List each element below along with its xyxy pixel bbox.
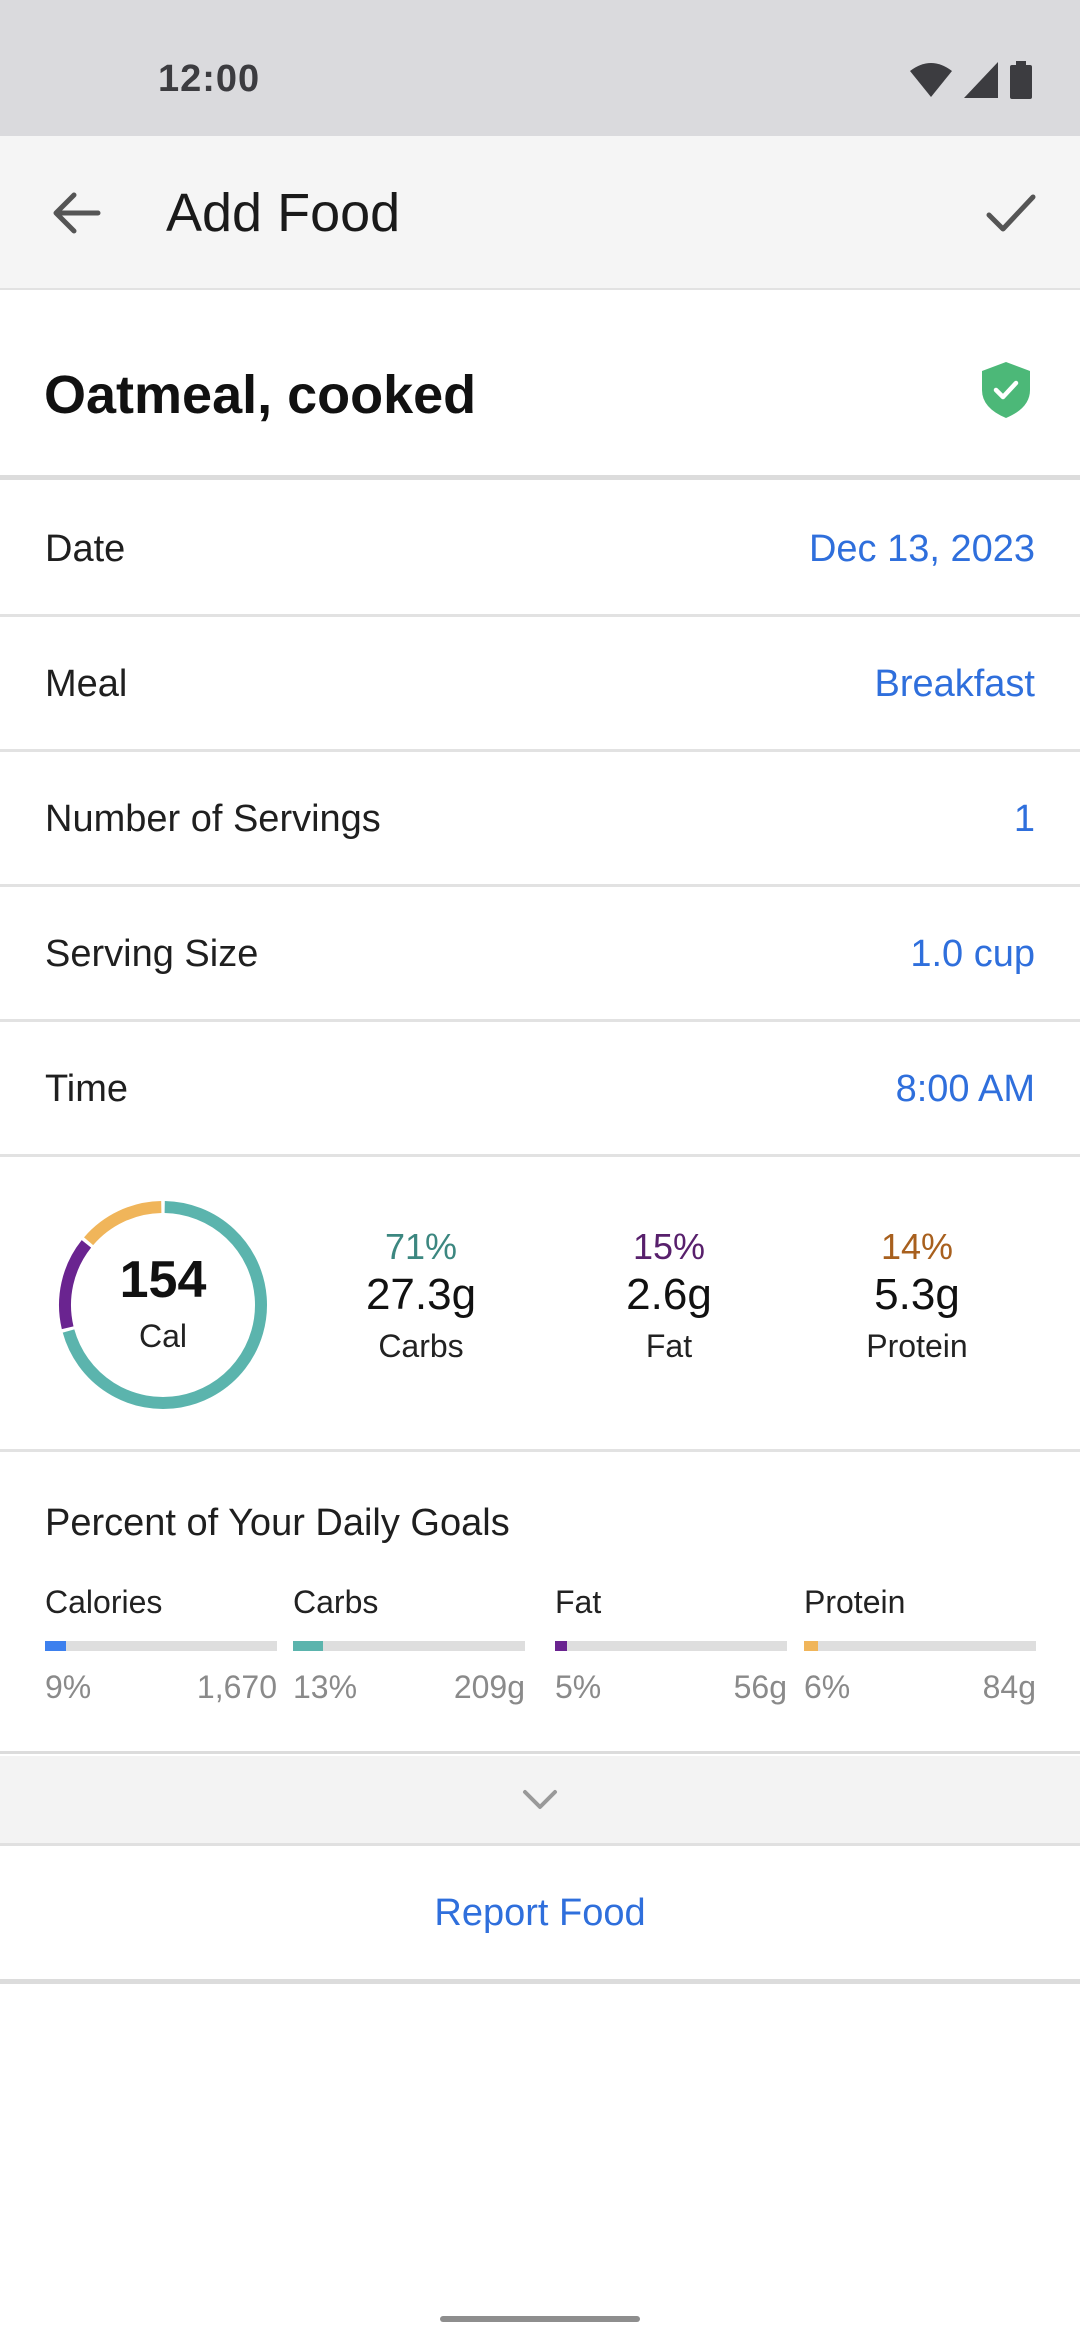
goal-target: 56g (733, 1669, 787, 1705)
food-name: Oatmeal, cooked (44, 365, 477, 425)
macro-summary: 154 Cal 71% 27.3g Carbs 15% 2.6g Fat 14%… (0, 1160, 1080, 1452)
goal-progress-track (45, 1641, 277, 1651)
goal-target: 84g (982, 1669, 1036, 1705)
row-label: Time (45, 1068, 129, 1110)
battery-icon (1010, 61, 1032, 99)
goal-protein: Protein 6% 84g (804, 1584, 1036, 1706)
macro-fat: 15% 2.6g Fat (569, 1226, 769, 1365)
goal-percent: 9% (45, 1669, 92, 1705)
goal-label: Calories (45, 1584, 163, 1620)
goal-percent: 6% (804, 1669, 851, 1705)
ring-segment-protein (84, 1201, 162, 1246)
row-servings[interactable]: Number of Servings 1 (0, 752, 1080, 887)
goal-label: Fat (555, 1584, 602, 1620)
goal-progress-track (804, 1641, 1036, 1651)
protein-amount: 5.3g (874, 1270, 960, 1319)
status-icons (910, 58, 1032, 102)
goal-carbs: Carbs 13% 209g (293, 1584, 525, 1706)
goal-progress-fill (804, 1641, 818, 1651)
goal-progress-track (555, 1641, 787, 1651)
goal-progress-fill (45, 1641, 66, 1651)
servings-value[interactable]: 1 (1013, 798, 1035, 840)
calorie-unit: Cal (138, 1318, 187, 1354)
protein-label: Protein (866, 1328, 968, 1364)
shield-check-icon (982, 362, 1030, 418)
goal-label: Protein (804, 1584, 906, 1620)
row-label: Date (45, 528, 126, 570)
carbs-amount: 27.3g (365, 1270, 477, 1319)
carbs-percent: 71% (384, 1226, 458, 1267)
row-label: Number of Servings (45, 798, 381, 840)
carbs-label: Carbs (378, 1328, 464, 1364)
row-label: Meal (45, 663, 128, 705)
protein-percent: 14% (880, 1226, 954, 1267)
row-date[interactable]: Date Dec 13, 2023 (0, 482, 1080, 617)
fat-label: Fat (645, 1328, 693, 1364)
status-bar: 12:00 (0, 0, 1080, 136)
chevron-down-icon (523, 1789, 557, 1809)
page-title: Add Food (166, 183, 401, 243)
food-header: Oatmeal, cooked (0, 292, 1080, 480)
report-food-row: Report Food (0, 1848, 1080, 1984)
goal-progress-fill (555, 1641, 567, 1651)
daily-goals-section: Percent of Your Daily Goals Calories 9% 1… (0, 1452, 1080, 1754)
save-button[interactable] (976, 178, 1046, 248)
row-meal[interactable]: Meal Breakfast (0, 617, 1080, 752)
goal-target: 1,670 (196, 1669, 277, 1705)
goal-label: Carbs (293, 1584, 379, 1620)
arrow-back-icon (53, 192, 101, 234)
fat-amount: 2.6g (626, 1270, 712, 1319)
row-time[interactable]: Time 8:00 AM (0, 1022, 1080, 1157)
goal-calories: Calories 9% 1,670 (45, 1584, 277, 1706)
calorie-ring-chart (59, 1201, 267, 1409)
signal-icon (964, 62, 998, 98)
row-label: Serving Size (45, 933, 259, 975)
ring-segment-carbs (62, 1201, 267, 1409)
status-time: 12:00 (158, 58, 261, 100)
goal-fat: Fat 5% 56g (555, 1584, 787, 1706)
report-food-button[interactable]: Report Food (434, 1892, 646, 1934)
serving-size-value[interactable]: 1.0 cup (910, 933, 1035, 975)
calorie-value: 154 (119, 1251, 207, 1309)
macro-carbs: 71% 27.3g Carbs (321, 1226, 521, 1365)
app-bar: Add Food (0, 136, 1080, 290)
wifi-icon (910, 63, 952, 97)
time-value[interactable]: 8:00 AM (895, 1068, 1035, 1110)
goal-target: 209g (453, 1669, 525, 1705)
goal-percent: 5% (555, 1669, 602, 1705)
goal-percent: 13% (293, 1669, 358, 1705)
ring-segment-fat (59, 1240, 92, 1330)
daily-goals-title: Percent of Your Daily Goals (45, 1502, 510, 1544)
meal-value[interactable]: Breakfast (874, 663, 1035, 705)
date-value[interactable]: Dec 13, 2023 (808, 528, 1035, 570)
home-indicator[interactable] (440, 2316, 640, 2322)
fat-percent: 15% (632, 1226, 706, 1267)
goal-progress-track (293, 1641, 525, 1651)
goal-progress-fill (293, 1641, 324, 1651)
back-button[interactable] (44, 180, 110, 246)
row-serving-size[interactable]: Serving Size 1.0 cup (0, 887, 1080, 1022)
checkmark-icon (986, 194, 1036, 232)
macro-protein: 14% 5.3g Protein (817, 1226, 1017, 1365)
expand-details-button[interactable] (0, 1756, 1080, 1846)
